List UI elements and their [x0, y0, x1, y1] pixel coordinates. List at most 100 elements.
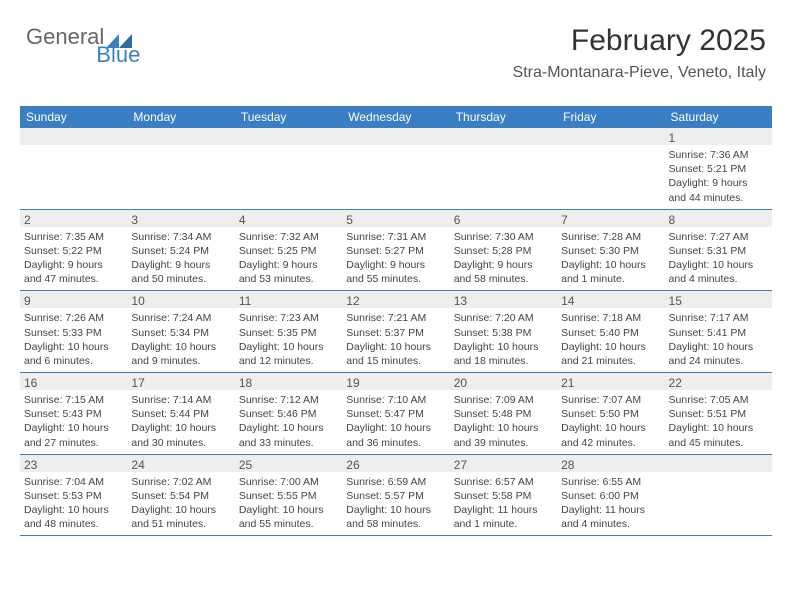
cell-sunrise: Sunrise: 6:57 AM: [454, 475, 553, 489]
day-header: Thursday: [450, 106, 557, 128]
day-number: 9: [20, 291, 127, 308]
day-number: 15: [665, 291, 772, 308]
cell-sunrise: Sunrise: 6:55 AM: [561, 475, 660, 489]
cell-sunset: Sunset: 5:37 PM: [346, 326, 445, 340]
day-number: [342, 128, 449, 145]
calendar-cell: [235, 128, 342, 209]
day-number: 21: [557, 373, 664, 390]
cell-day1: Daylight: 10 hours: [561, 258, 660, 272]
day-number: 5: [342, 210, 449, 227]
day-number: 20: [450, 373, 557, 390]
cell-day1: Daylight: 11 hours: [454, 503, 553, 517]
cell-day2: and 51 minutes.: [131, 517, 230, 531]
cell-day2: and 50 minutes.: [131, 272, 230, 286]
page-header: February 2025 Stra-Montanara-Pieve, Vene…: [513, 24, 766, 82]
cell-sunset: Sunset: 5:24 PM: [131, 244, 230, 258]
cell-sunset: Sunset: 5:48 PM: [454, 407, 553, 421]
day-number: 17: [127, 373, 234, 390]
cell-day2: and 1 minute.: [454, 517, 553, 531]
cell-day1: Daylight: 9 hours: [24, 258, 123, 272]
week-row: 23Sunrise: 7:04 AMSunset: 5:53 PMDayligh…: [20, 455, 772, 537]
cell-sunrise: Sunrise: 7:15 AM: [24, 393, 123, 407]
logo: General Blue: [26, 24, 174, 50]
week-row: 2Sunrise: 7:35 AMSunset: 5:22 PMDaylight…: [20, 210, 772, 292]
logo-text-2: Blue: [96, 42, 140, 68]
cell-sunset: Sunset: 5:54 PM: [131, 489, 230, 503]
calendar-cell: [342, 128, 449, 209]
calendar-cell: 7Sunrise: 7:28 AMSunset: 5:30 PMDaylight…: [557, 210, 664, 291]
cell-day1: Daylight: 10 hours: [239, 421, 338, 435]
cell-day1: Daylight: 10 hours: [454, 340, 553, 354]
cell-sunset: Sunset: 5:25 PM: [239, 244, 338, 258]
cell-day1: Daylight: 11 hours: [561, 503, 660, 517]
day-number: 27: [450, 455, 557, 472]
cell-day2: and 48 minutes.: [24, 517, 123, 531]
calendar-cell: 8Sunrise: 7:27 AMSunset: 5:31 PMDaylight…: [665, 210, 772, 291]
cell-day2: and 1 minute.: [561, 272, 660, 286]
cell-sunset: Sunset: 5:47 PM: [346, 407, 445, 421]
cell-day2: and 44 minutes.: [669, 191, 768, 205]
cell-day2: and 33 minutes.: [239, 436, 338, 450]
cell-sunset: Sunset: 5:31 PM: [669, 244, 768, 258]
day-header: Friday: [557, 106, 664, 128]
day-number: [127, 128, 234, 145]
day-header: Wednesday: [342, 106, 449, 128]
cell-sunset: Sunset: 5:50 PM: [561, 407, 660, 421]
day-number: [20, 128, 127, 145]
week-row: 16Sunrise: 7:15 AMSunset: 5:43 PMDayligh…: [20, 373, 772, 455]
cell-day2: and 12 minutes.: [239, 354, 338, 368]
cell-day1: Daylight: 10 hours: [669, 421, 768, 435]
cell-day1: Daylight: 10 hours: [239, 340, 338, 354]
cell-sunset: Sunset: 5:33 PM: [24, 326, 123, 340]
cell-sunset: Sunset: 5:22 PM: [24, 244, 123, 258]
cell-sunrise: Sunrise: 7:14 AM: [131, 393, 230, 407]
cell-day2: and 36 minutes.: [346, 436, 445, 450]
cell-day1: Daylight: 9 hours: [454, 258, 553, 272]
calendar-cell: 9Sunrise: 7:26 AMSunset: 5:33 PMDaylight…: [20, 291, 127, 372]
cell-sunrise: Sunrise: 7:07 AM: [561, 393, 660, 407]
cell-sunset: Sunset: 5:40 PM: [561, 326, 660, 340]
day-number: 1: [665, 128, 772, 145]
day-number: 14: [557, 291, 664, 308]
calendar-cell: 17Sunrise: 7:14 AMSunset: 5:44 PMDayligh…: [127, 373, 234, 454]
day-number: 23: [20, 455, 127, 472]
cell-sunset: Sunset: 5:27 PM: [346, 244, 445, 258]
day-number: [665, 455, 772, 472]
calendar-cell: [127, 128, 234, 209]
cell-day2: and 47 minutes.: [24, 272, 123, 286]
cell-sunrise: Sunrise: 7:34 AM: [131, 230, 230, 244]
calendar-cell: 28Sunrise: 6:55 AMSunset: 6:00 PMDayligh…: [557, 455, 664, 536]
cell-sunrise: Sunrise: 7:17 AM: [669, 311, 768, 325]
day-number: 12: [342, 291, 449, 308]
cell-day2: and 24 minutes.: [669, 354, 768, 368]
calendar-cell: 24Sunrise: 7:02 AMSunset: 5:54 PMDayligh…: [127, 455, 234, 536]
calendar-cell: 2Sunrise: 7:35 AMSunset: 5:22 PMDaylight…: [20, 210, 127, 291]
cell-sunset: Sunset: 5:30 PM: [561, 244, 660, 258]
page-subtitle: Stra-Montanara-Pieve, Veneto, Italy: [513, 64, 766, 82]
calendar-cell: [665, 455, 772, 536]
cell-sunrise: Sunrise: 7:36 AM: [669, 148, 768, 162]
cell-day1: Daylight: 9 hours: [669, 176, 768, 190]
cell-day1: Daylight: 10 hours: [24, 421, 123, 435]
cell-day2: and 58 minutes.: [454, 272, 553, 286]
cell-sunrise: Sunrise: 7:20 AM: [454, 311, 553, 325]
cell-sunset: Sunset: 5:34 PM: [131, 326, 230, 340]
day-number: [450, 128, 557, 145]
calendar-cell: 15Sunrise: 7:17 AMSunset: 5:41 PMDayligh…: [665, 291, 772, 372]
cell-day1: Daylight: 10 hours: [669, 258, 768, 272]
cell-sunrise: Sunrise: 7:21 AM: [346, 311, 445, 325]
day-number: 28: [557, 455, 664, 472]
calendar-cell: [557, 128, 664, 209]
day-number: 11: [235, 291, 342, 308]
cell-day2: and 27 minutes.: [24, 436, 123, 450]
cell-day2: and 39 minutes.: [454, 436, 553, 450]
cell-day2: and 53 minutes.: [239, 272, 338, 286]
cell-sunrise: Sunrise: 6:59 AM: [346, 475, 445, 489]
cell-sunrise: Sunrise: 7:24 AM: [131, 311, 230, 325]
cell-sunrise: Sunrise: 7:23 AM: [239, 311, 338, 325]
cell-day1: Daylight: 10 hours: [346, 340, 445, 354]
cell-day2: and 58 minutes.: [346, 517, 445, 531]
cell-sunrise: Sunrise: 7:02 AM: [131, 475, 230, 489]
cell-day2: and 21 minutes.: [561, 354, 660, 368]
day-number: 19: [342, 373, 449, 390]
